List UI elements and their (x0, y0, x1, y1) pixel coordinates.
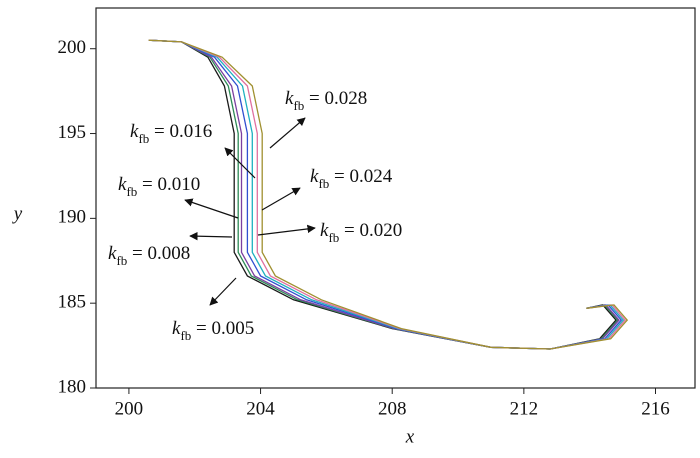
x-axis-label: x (405, 426, 415, 447)
plot-frame (95, 7, 696, 389)
x-tick-label: 204 (246, 398, 275, 419)
legend-label: kfb = 0.010 (118, 174, 200, 199)
y-tick-label: 190 (58, 207, 87, 228)
y-tick-label: 180 (58, 376, 87, 397)
x-tick-label: 208 (378, 398, 407, 419)
annotation-arrow (209, 277, 237, 306)
series-line (148, 39, 627, 350)
y-tick-label: 185 (58, 292, 87, 313)
x-tick-label: 212 (510, 398, 539, 419)
annotation-arrow (269, 117, 306, 149)
x-tick-label: 216 (641, 398, 670, 419)
legend-label: kfb = 0.024 (310, 166, 393, 191)
series-line (148, 39, 625, 350)
series-line (148, 39, 617, 350)
series-line (148, 39, 620, 350)
series-line (148, 39, 629, 350)
x-tick-label: 200 (115, 398, 144, 419)
annotation-arrow (184, 198, 239, 219)
series-line (148, 39, 623, 350)
y-tick-label: 200 (58, 37, 87, 58)
legend-label: kfb = 0.016 (130, 121, 212, 146)
y-axis-label: y (12, 203, 23, 224)
annotation-arrow (261, 187, 301, 211)
annotation-arrow (257, 224, 316, 236)
legend-label: kfb = 0.005 (172, 318, 254, 343)
series-line (148, 39, 619, 350)
annotation-arrow (224, 147, 256, 179)
annotation-arrow (189, 231, 233, 241)
legend-label: kfb = 0.028 (285, 88, 367, 113)
legend-label: kfb = 0.008 (108, 243, 190, 268)
y-tick-label: 195 (58, 122, 87, 143)
legend-label: kfb = 0.020 (320, 220, 402, 245)
